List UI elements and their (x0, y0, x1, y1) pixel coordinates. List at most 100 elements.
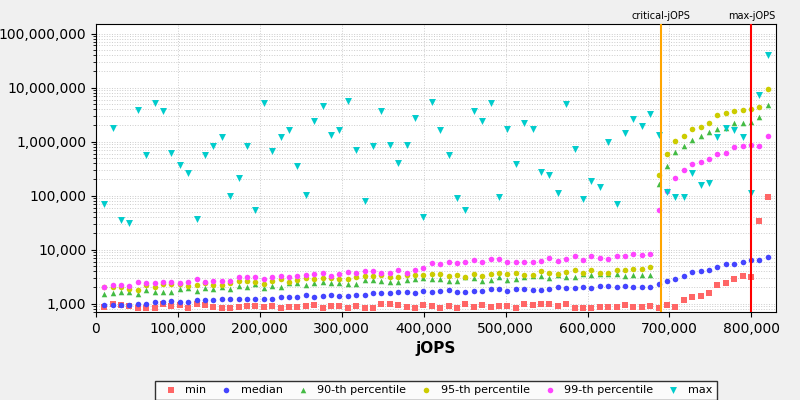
95-th percentile (686, 126, 698, 132)
max (594, 184, 606, 190)
min (114, 302, 127, 308)
min (652, 305, 665, 311)
99-th percentile (400, 270, 413, 276)
95-th percentile (467, 271, 480, 277)
99-th percentile (669, 175, 682, 181)
90-th percentile (358, 277, 371, 284)
median (618, 283, 631, 290)
90-th percentile (736, 120, 749, 126)
median (686, 269, 698, 275)
99-th percentile (333, 271, 346, 277)
90-th percentile (165, 289, 178, 296)
max (325, 132, 338, 138)
max (165, 150, 178, 156)
99-th percentile (736, 142, 749, 149)
90-th percentile (198, 285, 211, 292)
99-th percentile (274, 273, 287, 280)
max (426, 98, 438, 105)
median (702, 266, 715, 273)
min (282, 304, 295, 310)
99-th percentile (534, 258, 547, 264)
99-th percentile (123, 283, 136, 289)
95-th percentile (106, 284, 119, 290)
95-th percentile (165, 280, 178, 287)
max (669, 194, 682, 200)
95-th percentile (417, 272, 430, 278)
median (594, 283, 606, 289)
95-th percentile (249, 278, 262, 285)
min (333, 302, 346, 309)
99-th percentile (224, 278, 237, 284)
90-th percentile (594, 270, 606, 277)
95-th percentile (577, 270, 590, 276)
median (358, 292, 371, 298)
90-th percentile (342, 281, 354, 287)
99-th percentile (577, 257, 590, 263)
90-th percentile (350, 281, 362, 288)
max (123, 220, 136, 226)
max (182, 170, 194, 176)
min (400, 304, 413, 310)
95-th percentile (484, 271, 497, 277)
min (342, 305, 354, 312)
90-th percentile (484, 277, 497, 283)
90-th percentile (291, 280, 304, 286)
max (434, 127, 446, 133)
90-th percentile (375, 278, 388, 284)
99-th percentile (526, 259, 539, 265)
max (282, 126, 295, 133)
median (190, 297, 203, 304)
median (114, 302, 127, 308)
min (694, 292, 707, 299)
95-th percentile (333, 276, 346, 283)
median (375, 290, 388, 296)
median (635, 283, 648, 290)
95-th percentile (669, 138, 682, 144)
90-th percentile (719, 125, 732, 131)
max (274, 134, 287, 141)
90-th percentile (249, 281, 262, 288)
Text: max-jOPS: max-jOPS (728, 11, 775, 21)
median (174, 298, 186, 305)
median (450, 288, 463, 295)
median (325, 292, 338, 298)
99-th percentile (417, 265, 430, 271)
95-th percentile (409, 272, 422, 279)
median (736, 258, 749, 265)
median (409, 290, 422, 296)
90-th percentile (526, 273, 539, 279)
90-th percentile (417, 275, 430, 282)
min (594, 304, 606, 310)
median (711, 264, 724, 270)
median (627, 284, 640, 290)
max (551, 190, 564, 196)
99-th percentile (308, 271, 321, 277)
99-th percentile (627, 251, 640, 258)
max (417, 214, 430, 220)
90-th percentile (325, 280, 338, 286)
90-th percentile (106, 289, 119, 296)
max (409, 115, 422, 121)
95-th percentile (534, 268, 547, 274)
min (702, 290, 715, 296)
max (291, 163, 304, 169)
99-th percentile (484, 256, 497, 262)
max (652, 132, 665, 138)
median (333, 292, 346, 299)
90-th percentile (148, 288, 161, 295)
min (459, 301, 472, 308)
median (442, 287, 455, 294)
90-th percentile (644, 272, 657, 278)
max (392, 160, 405, 166)
median (383, 290, 396, 296)
95-th percentile (610, 267, 623, 274)
99-th percentile (501, 259, 514, 265)
max (510, 160, 522, 167)
min (224, 304, 237, 311)
min (745, 274, 758, 280)
min (585, 305, 598, 312)
95-th percentile (366, 273, 379, 279)
median (350, 292, 362, 298)
min (635, 304, 648, 310)
max (753, 92, 766, 98)
